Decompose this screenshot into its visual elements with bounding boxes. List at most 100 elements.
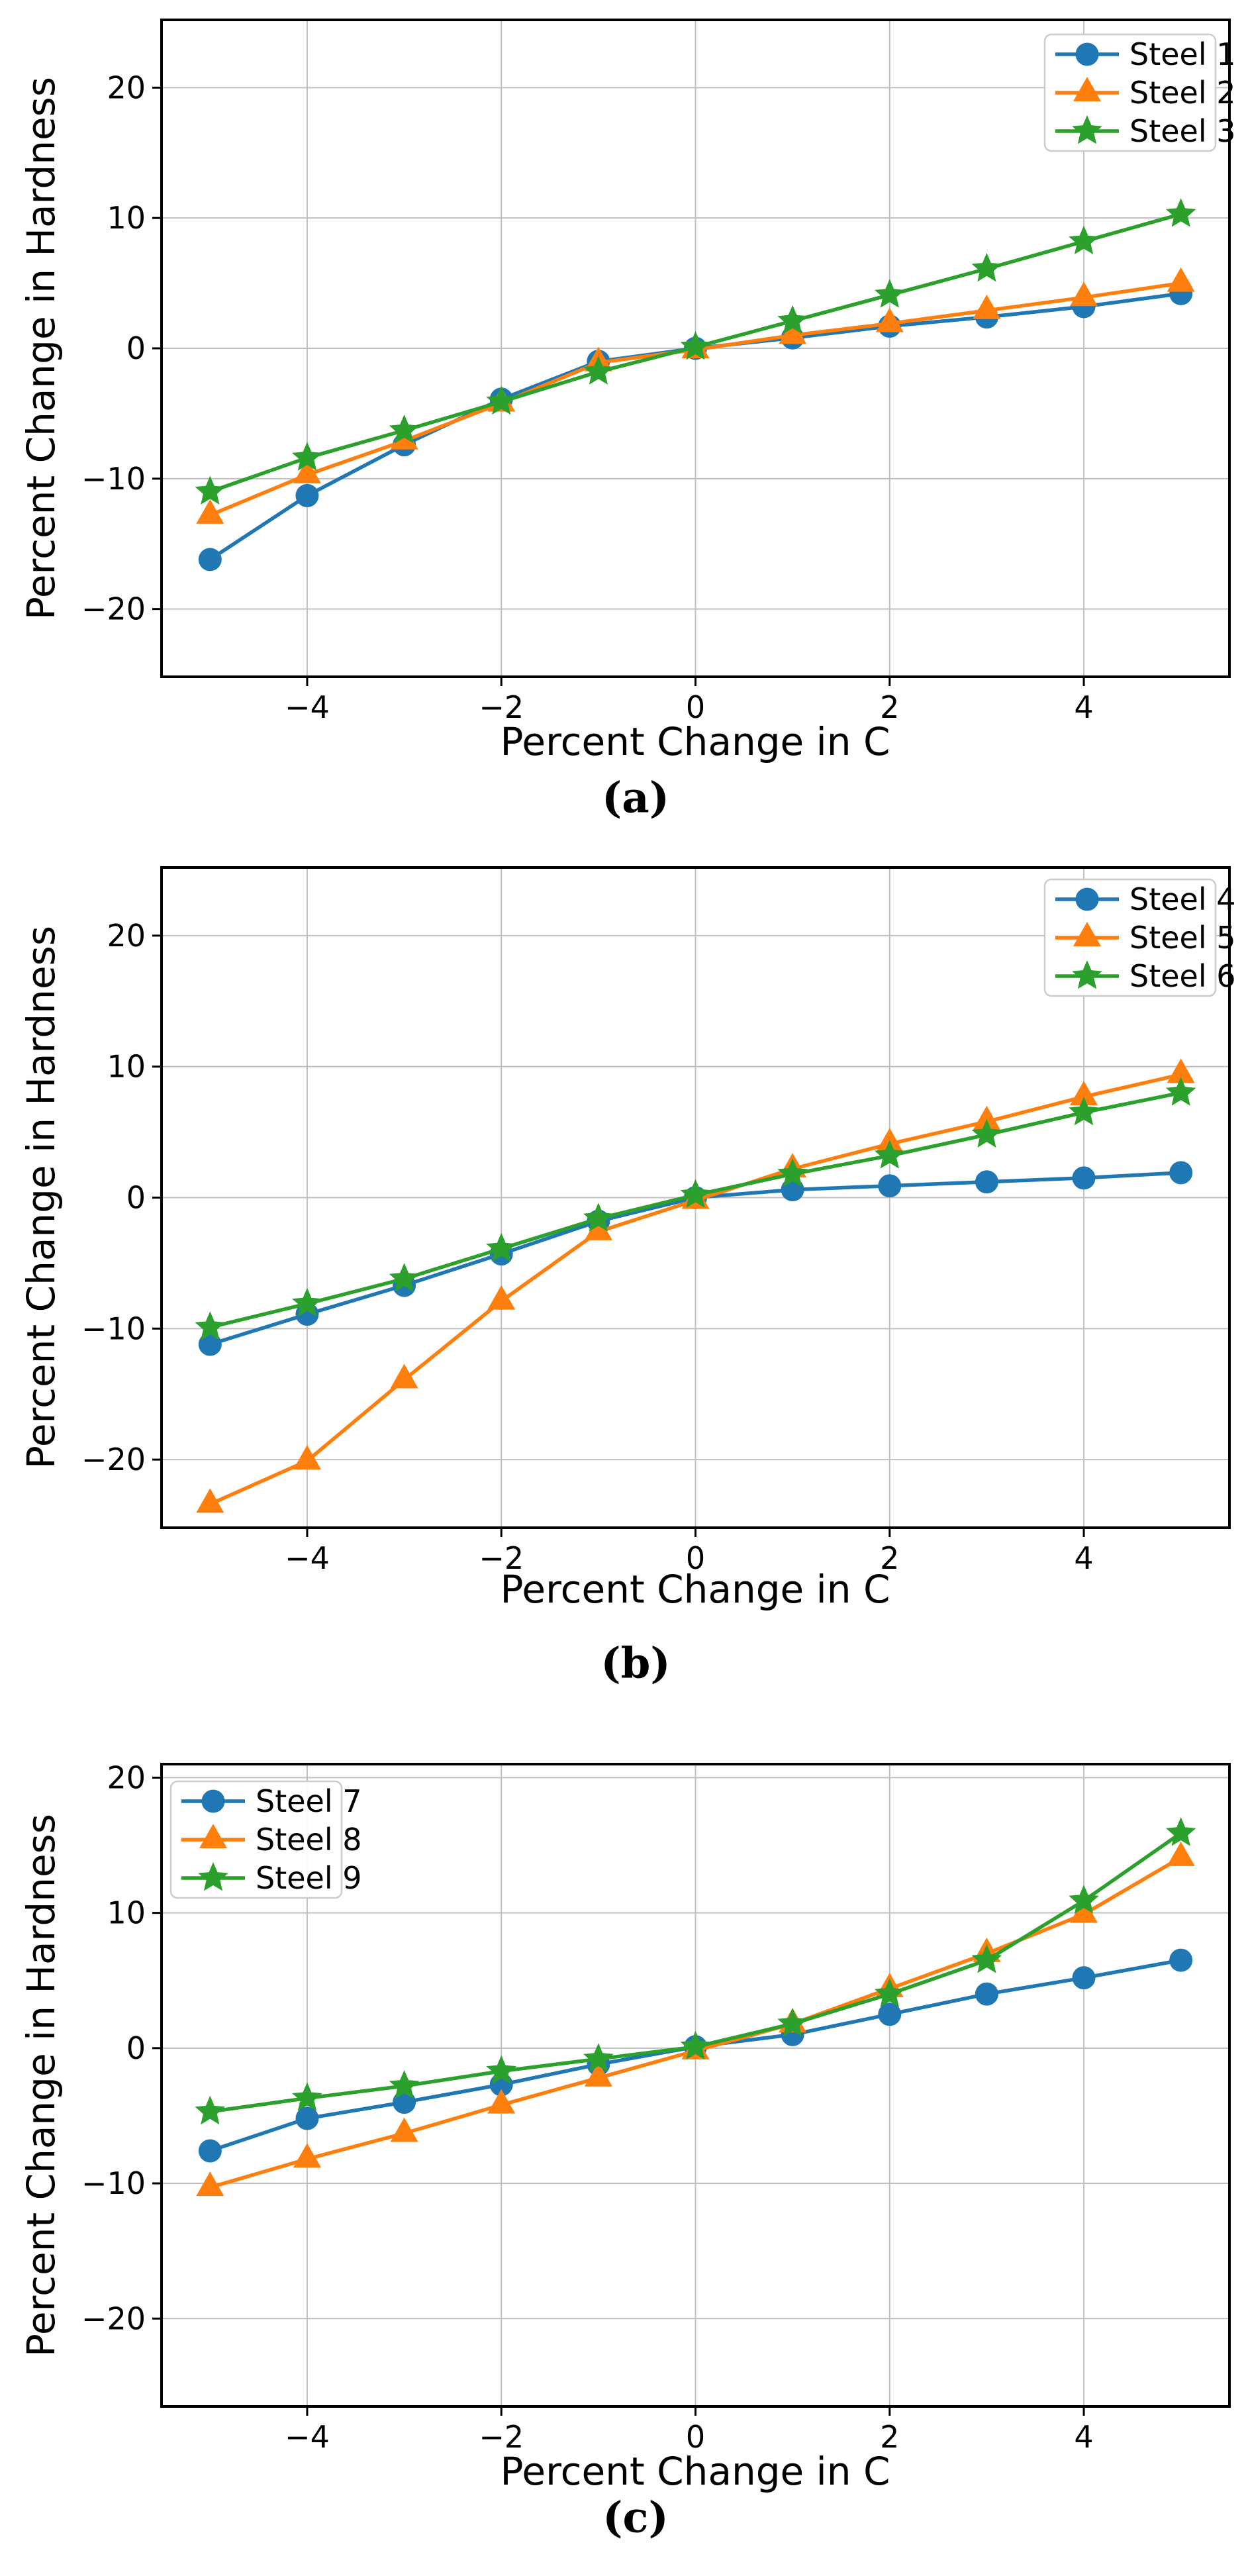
ylabel-b: Percent Change in Hardness xyxy=(19,925,64,1469)
star-marker xyxy=(680,2030,711,2060)
x-tick-label: −4 xyxy=(285,2419,330,2455)
y-tick-label: −20 xyxy=(81,2301,146,2336)
x-tick-label: −4 xyxy=(285,689,330,725)
triangle-marker xyxy=(1070,1081,1098,1106)
caption-b: (b) xyxy=(600,1638,671,1689)
star-marker xyxy=(1069,1885,1099,1914)
legend-label: Steel 5 xyxy=(1129,920,1236,956)
star-marker xyxy=(195,2095,226,2125)
star-marker xyxy=(389,415,420,444)
y-tick-label: −20 xyxy=(81,591,146,627)
star-marker xyxy=(777,2008,808,2037)
y-tick-label: 20 xyxy=(107,1759,146,1795)
star-marker xyxy=(389,1263,420,1292)
star-marker xyxy=(583,2043,614,2072)
triangle-marker xyxy=(293,2143,321,2168)
star-marker xyxy=(292,442,322,471)
star-marker xyxy=(874,279,905,308)
star-marker xyxy=(1069,225,1099,254)
circle-marker xyxy=(201,1789,225,1813)
circle-marker xyxy=(975,1982,998,2006)
star-marker xyxy=(486,2055,517,2084)
circle-marker xyxy=(295,2106,319,2130)
circle-marker xyxy=(878,2003,902,2026)
x-tick-label: −2 xyxy=(479,689,524,725)
triangle-marker xyxy=(293,1445,321,1470)
star-marker xyxy=(1165,1817,1196,1846)
y-tick-label: 20 xyxy=(107,918,146,954)
xlabel-a: Percent Change in C xyxy=(500,719,890,764)
y-tick-label: −10 xyxy=(81,2165,146,2201)
axes-frame xyxy=(160,19,1231,678)
circle-marker xyxy=(1072,1966,1096,1990)
x-tick-label: −4 xyxy=(285,1540,330,1576)
triangle-marker xyxy=(390,1363,418,1389)
star-marker xyxy=(874,1140,905,1169)
x-tick-label: 2 xyxy=(880,1540,899,1576)
circle-marker xyxy=(1075,42,1099,66)
circle-marker xyxy=(975,1170,998,1194)
star-marker xyxy=(874,1978,905,2007)
legend-label: Steel 3 xyxy=(1129,113,1236,149)
star-marker xyxy=(1069,1096,1099,1126)
triangle-marker xyxy=(875,307,904,332)
triangle-marker xyxy=(973,294,1001,319)
star-marker xyxy=(195,1311,226,1340)
star-marker xyxy=(1165,198,1196,227)
ylabel-a: Percent Change in Hardness xyxy=(19,76,64,620)
star-marker xyxy=(292,1287,322,1317)
legend-label: Steel 1 xyxy=(1129,36,1236,72)
triangle-marker xyxy=(196,1488,224,1513)
y-tick-label: 10 xyxy=(107,1895,146,1931)
star-marker xyxy=(1165,1077,1196,1106)
x-tick-label: 2 xyxy=(880,689,899,725)
triangle-marker xyxy=(196,2171,224,2197)
triangle-marker xyxy=(199,1824,227,1848)
x-tick-label: 4 xyxy=(1074,1540,1093,1576)
y-tick-label: −20 xyxy=(81,1442,146,1477)
triangle-marker xyxy=(584,1215,612,1240)
triangle-marker xyxy=(1070,1898,1098,1923)
y-tick-label: 0 xyxy=(126,330,146,366)
circle-marker xyxy=(198,548,222,571)
triangle-marker xyxy=(487,1285,516,1310)
star-marker xyxy=(389,2070,420,2099)
triangle-marker xyxy=(390,2117,418,2142)
legend-label: Steel 8 xyxy=(256,1822,362,1858)
star-marker xyxy=(195,475,226,505)
triangle-marker xyxy=(1167,1841,1195,1866)
caption-a: (a) xyxy=(601,773,670,823)
star-marker xyxy=(680,1179,711,1208)
y-tick-label: 10 xyxy=(107,200,146,236)
x-tick-label: 0 xyxy=(686,1540,705,1576)
legend-label: Steel 6 xyxy=(1129,958,1236,994)
axes-frame xyxy=(160,1763,1231,2408)
x-tick-label: −2 xyxy=(479,2419,524,2455)
star-marker xyxy=(680,331,711,360)
x-tick-label: −2 xyxy=(479,1540,524,1576)
star-marker xyxy=(198,1862,228,1891)
legend-label: Steel 2 xyxy=(1129,75,1236,111)
star-marker xyxy=(777,305,808,334)
x-tick-label: 2 xyxy=(880,2419,899,2455)
caption-c: (c) xyxy=(602,2493,669,2543)
star-marker xyxy=(486,385,517,415)
triangle-marker xyxy=(779,319,807,344)
star-marker xyxy=(583,1203,614,1232)
triangle-marker xyxy=(487,2089,516,2114)
circle-marker xyxy=(198,1332,222,1356)
star-marker xyxy=(971,252,1002,282)
xlabel-b: Percent Change in C xyxy=(500,1567,890,1612)
star-marker xyxy=(292,2082,322,2111)
star-marker xyxy=(1072,960,1102,989)
triangle-marker xyxy=(1073,77,1101,101)
y-tick-label: −10 xyxy=(81,1311,146,1346)
star-marker xyxy=(971,1944,1002,1973)
